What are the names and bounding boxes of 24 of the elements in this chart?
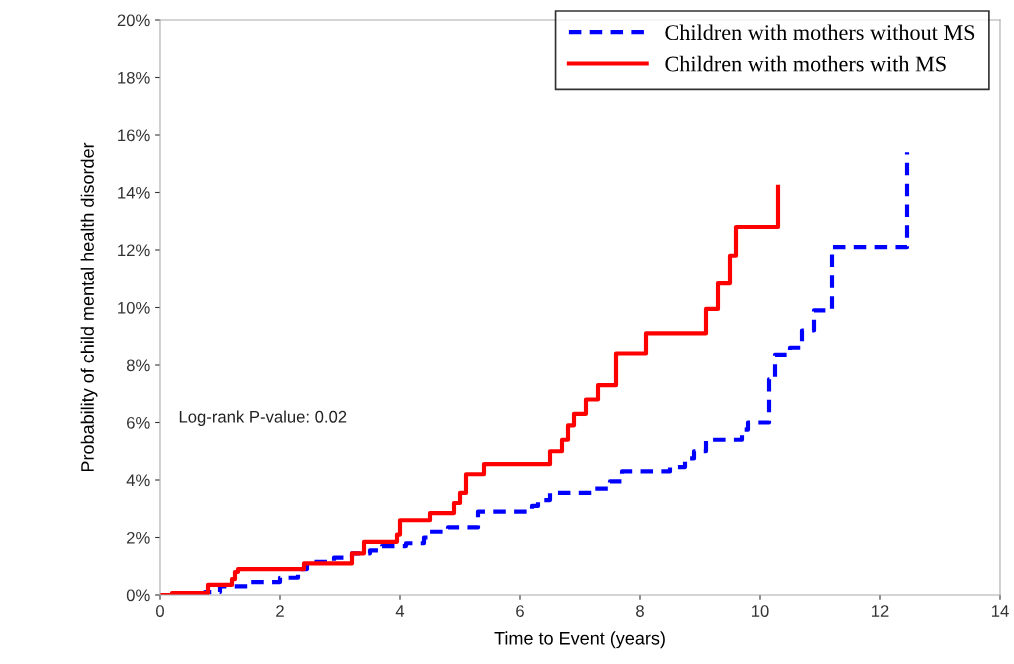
y-tick-label: 8% xyxy=(126,359,150,372)
y-tick-label: 6% xyxy=(127,416,150,429)
x-tick-label: 8 xyxy=(636,605,644,617)
y-tick-label: 4% xyxy=(126,474,150,487)
y-tick-label: 14% xyxy=(118,186,150,199)
y-tick-label: 20% xyxy=(117,14,150,27)
y-tick-label: 16% xyxy=(118,129,150,142)
legend-label: Children with mothers with MS xyxy=(665,55,946,72)
x-tick-label: 12 xyxy=(872,605,889,617)
legend-label: Children with mothers without MS xyxy=(665,24,975,41)
y-tick-label: 0% xyxy=(126,589,150,602)
y-tick-label: 12% xyxy=(118,244,150,257)
y-tick-label: 2% xyxy=(127,531,150,544)
x-tick-label: 2 xyxy=(276,605,284,617)
annotation: Log-rank P-value: 0.02 xyxy=(179,410,347,426)
x-tick-label: 10 xyxy=(752,605,769,617)
y-tick-label: 10% xyxy=(118,301,150,314)
x-tick-label: 4 xyxy=(395,605,405,617)
x-tick-label: 14 xyxy=(992,605,1009,617)
x-axis-title: Time to Event (years) xyxy=(494,631,665,649)
x-tick-label: 6 xyxy=(516,605,524,617)
x-tick-label: 0 xyxy=(156,605,164,617)
y-tick-label: 18% xyxy=(118,71,150,84)
y-axis-title: Probability of child mental health disorder xyxy=(80,142,98,472)
